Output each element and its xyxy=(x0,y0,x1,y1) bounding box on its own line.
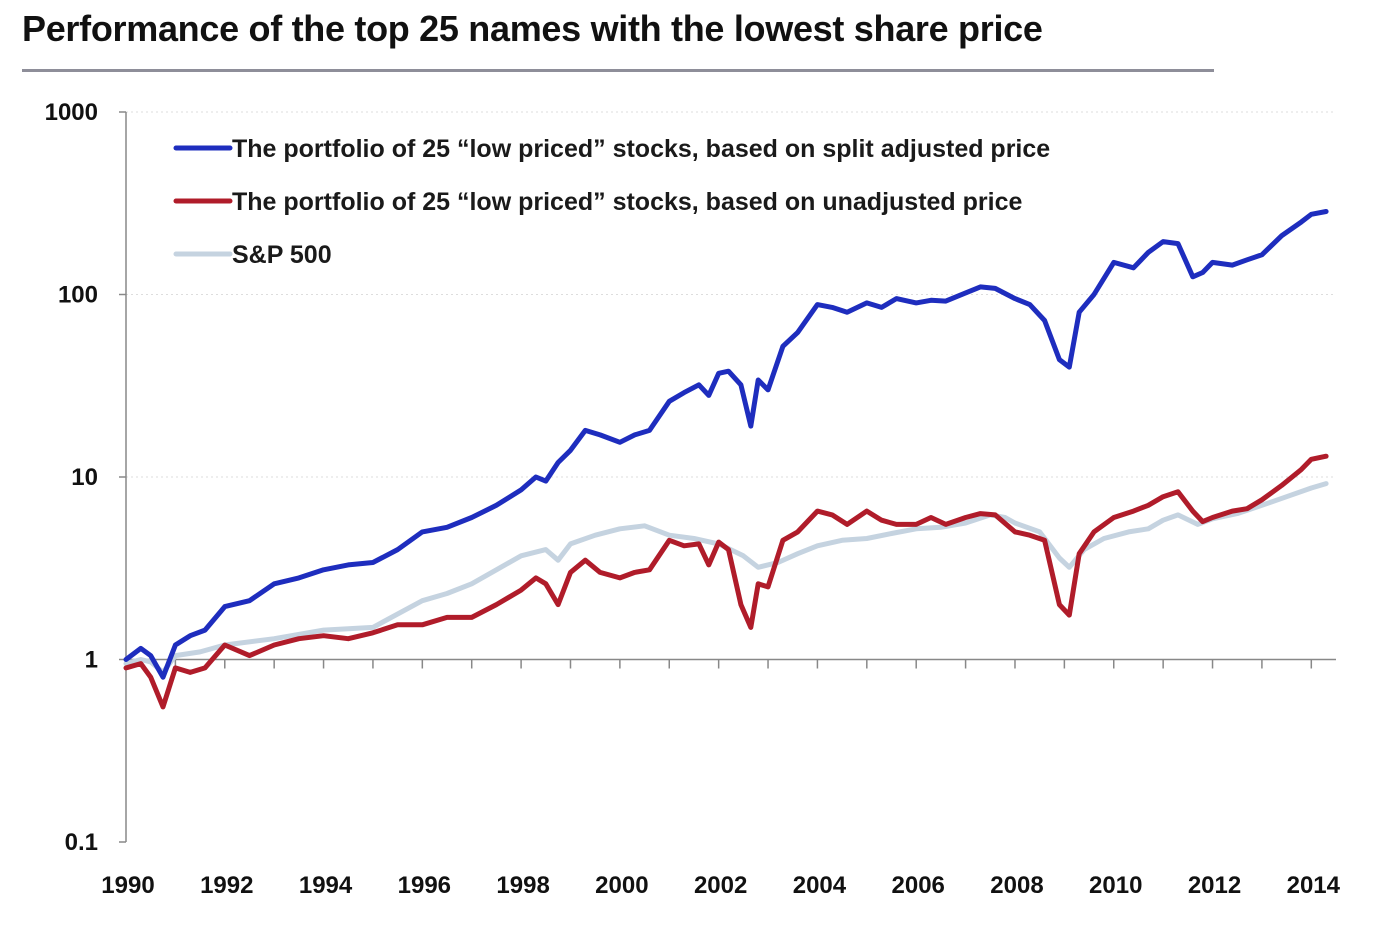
y-tick-label: 1 xyxy=(85,647,98,674)
x-tick-label: 2000 xyxy=(595,872,648,899)
y-tick-label: 100 xyxy=(58,282,98,309)
y-tick-label: 1000 xyxy=(45,99,98,126)
series-line-1 xyxy=(123,453,1329,710)
x-tick-label: 2014 xyxy=(1287,872,1341,899)
series-line-2 xyxy=(123,481,1329,675)
x-tick-label: 1998 xyxy=(496,872,549,899)
x-tick-label: 2002 xyxy=(694,872,747,899)
x-tick-label: 2012 xyxy=(1188,872,1241,899)
chart-title: Performance of the top 25 names with the… xyxy=(22,8,1043,49)
legend-label-1: The portfolio of 25 “low priced” stocks,… xyxy=(232,188,1022,216)
legend: The portfolio of 25 “low priced” stocks,… xyxy=(173,135,1050,269)
x-tick-label: 1994 xyxy=(299,872,353,899)
series-line-0 xyxy=(123,209,1329,680)
x-tick-label: 2010 xyxy=(1089,872,1142,899)
x-tick-label: 2008 xyxy=(990,872,1043,899)
x-tick-label: 1992 xyxy=(200,872,253,899)
y-tick-label: 10 xyxy=(71,464,98,491)
x-tick-label: 1990 xyxy=(101,872,154,899)
title-underline xyxy=(22,69,1214,72)
x-tick-label: 2004 xyxy=(793,872,847,899)
legend-label-0: The portfolio of 25 “low priced” stocks,… xyxy=(232,135,1050,163)
x-axis-ticks: 1990 1992 1994 1996 1998 2000 2002 2004 2006 2008… xyxy=(101,659,1341,899)
series-lines xyxy=(123,209,1329,710)
x-tick-label: 1996 xyxy=(398,872,451,899)
y-tick-label: 0.1 xyxy=(65,829,98,856)
x-tick-label: 2006 xyxy=(892,872,945,899)
y-axis-ticks: 1000 100 10 1 0.1 xyxy=(45,99,126,856)
legend-label-2: S&P 500 xyxy=(232,241,332,269)
